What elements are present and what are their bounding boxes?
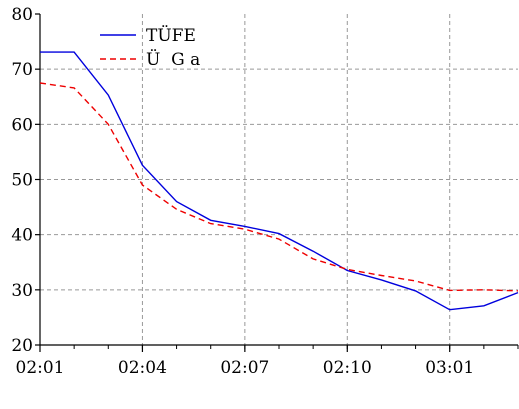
series-line-2 [39,82,519,292]
series-lines [39,51,519,311]
y-tick-label: 70 [11,60,33,80]
legend-label-2: Ü G a [146,49,200,70]
y-tick-label: 60 [11,115,33,135]
y-tick-label: 80 [11,5,33,25]
y-tick-label: 50 [11,171,33,191]
y-tick-label: 30 [11,281,33,301]
x-tick-label: 02:04 [118,358,167,378]
series-line-1 [40,51,519,311]
x-tick-label: 02:07 [220,358,269,378]
legend-label-1: TÜFE [146,25,196,46]
y-tick-label: 20 [11,336,33,356]
axes: 20 30 40 50 60 70 80 02:01 02:04 02:07 02:10 03:01 [11,5,519,378]
x-tick-label: 02:10 [323,358,372,378]
y-tick-label: 40 [11,226,33,246]
legend: TÜFE Ü G a [100,25,200,70]
grid [40,14,518,345]
x-tick-label: 03:01 [425,358,474,378]
x-tick-label: 02:01 [16,358,65,378]
